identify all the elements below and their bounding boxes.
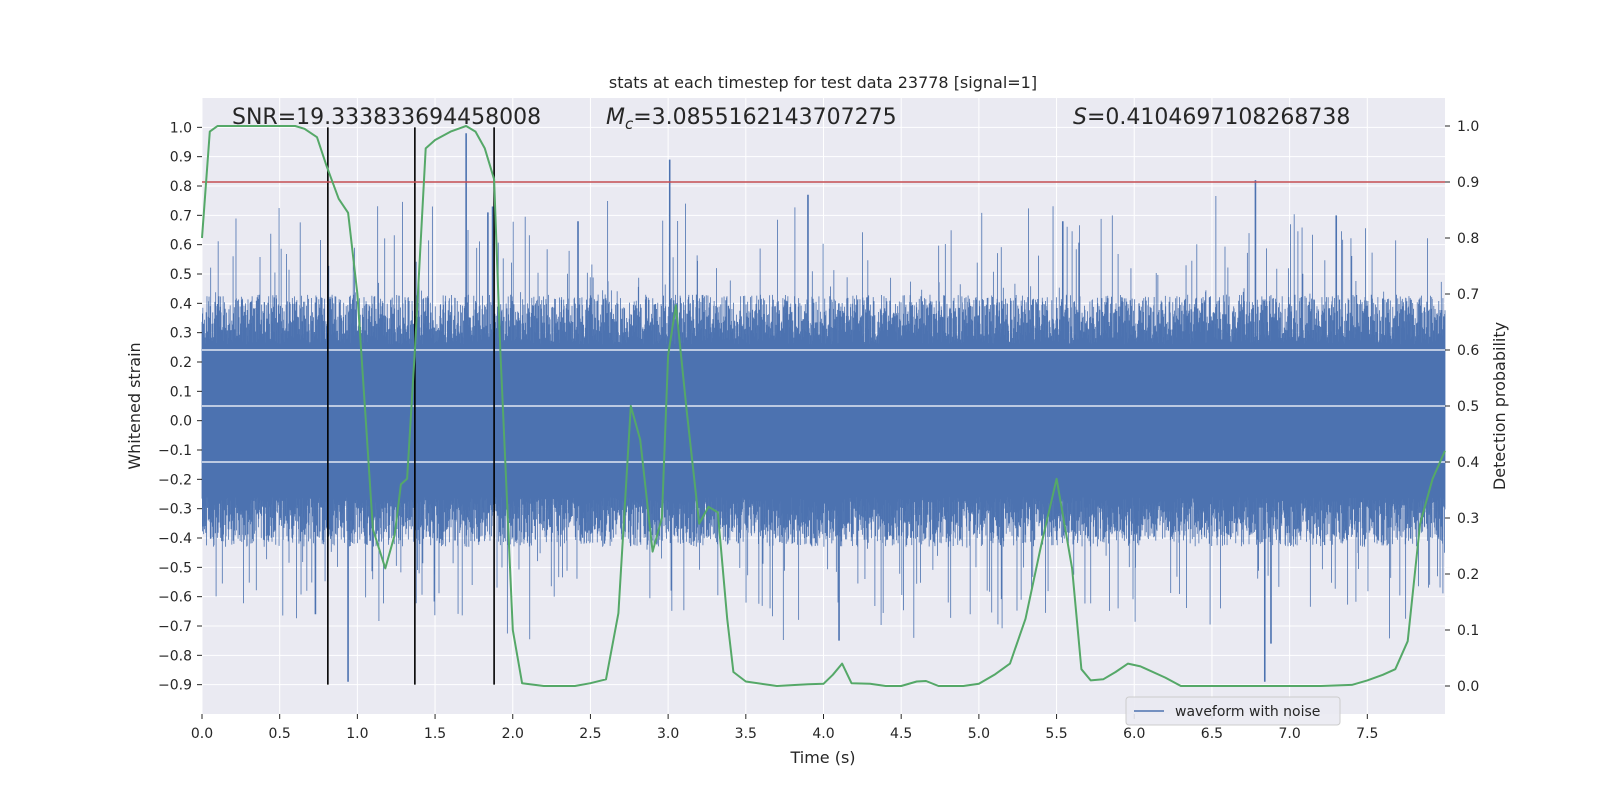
y-left-tick-label: 0.8 bbox=[170, 179, 192, 195]
y-left-tick-label: −0.9 bbox=[158, 678, 192, 694]
vertical-markers bbox=[327, 127, 495, 685]
y-right-tick-label: 0.7 bbox=[1457, 287, 1479, 303]
y-right-tick-label: 0.9 bbox=[1457, 175, 1479, 191]
y-left-tick-label: 1.0 bbox=[170, 120, 192, 136]
x-tick-label: 4.5 bbox=[890, 726, 912, 742]
x-tick-label: 1.0 bbox=[346, 726, 368, 742]
x-tick-label: 2.0 bbox=[502, 726, 524, 742]
y-right-tick-label: 0.6 bbox=[1457, 343, 1479, 359]
snr-annotation: SNR=19.333833694458008 bbox=[232, 105, 541, 130]
y-left-tick-label: −0.6 bbox=[158, 590, 192, 606]
x-axis-label: Time (s) bbox=[789, 748, 855, 767]
y-left-tick-label: −0.7 bbox=[158, 619, 192, 635]
chirp-mass-subscript: c bbox=[625, 115, 634, 133]
waveform-series bbox=[201, 133, 1446, 682]
tick-labels: 0.0 0.5 1.0 1.5 2.0 2.5 3.0 3.5 4.0 4.5 5.0 5.5 6.0 6… bbox=[158, 119, 1479, 742]
x-tick-label: 7.5 bbox=[1356, 726, 1378, 742]
x-tick-label: 7.0 bbox=[1278, 726, 1300, 742]
x-tick-label: 5.0 bbox=[968, 726, 990, 742]
y-left-tick-label: −0.4 bbox=[158, 531, 192, 547]
x-tick-label: 0.0 bbox=[191, 726, 213, 742]
x-tick-label: 3.5 bbox=[735, 726, 757, 742]
y-axis-label-left: Whitened strain bbox=[125, 342, 144, 469]
s-symbol: S bbox=[1073, 105, 1087, 130]
x-tick-label: 2.5 bbox=[579, 726, 601, 742]
s-annotation: S=0.4104697108268738 bbox=[1073, 105, 1350, 130]
y-left-tick-label: 0.7 bbox=[170, 208, 192, 224]
y-right-tick-label: 0.3 bbox=[1457, 511, 1479, 527]
y-left-tick-label: 0.1 bbox=[170, 384, 192, 400]
y-left-tick-label: −0.5 bbox=[158, 560, 192, 576]
legend-box bbox=[1125, 696, 1341, 726]
y-left-tick-label: 0.9 bbox=[170, 150, 192, 166]
x-tick-label: 6.0 bbox=[1123, 726, 1145, 742]
probability-line bbox=[201, 125, 1446, 687]
y-axis-label-right: Detection probability bbox=[1490, 322, 1509, 490]
x-tick-label: 5.5 bbox=[1045, 726, 1067, 742]
y-right-tick-label: 1.0 bbox=[1457, 119, 1479, 135]
x-tick-label: 3.0 bbox=[657, 726, 679, 742]
y-left-tick-label: −0.2 bbox=[158, 472, 192, 488]
waveform-core bbox=[202, 344, 1445, 497]
y-left-tick-label: 0.2 bbox=[170, 355, 192, 371]
x-tick-label: 0.5 bbox=[269, 726, 291, 742]
s-value: =0.4104697108268738 bbox=[1087, 105, 1350, 130]
x-tick-label: 4.0 bbox=[812, 726, 834, 742]
legend: waveform with noise bbox=[1125, 696, 1341, 726]
y-left-tick-label: −0.1 bbox=[158, 443, 192, 459]
chirp-mass-value: =3.0855162143707275 bbox=[633, 105, 896, 130]
y-right-tick-label: 0.2 bbox=[1457, 567, 1479, 583]
chart-title: stats at each timestep for test data 237… bbox=[609, 73, 1037, 92]
y-right-tick-label: 0.0 bbox=[1457, 679, 1479, 695]
chirp-mass-symbol: M bbox=[606, 105, 625, 130]
y-right-tick-label: 0.1 bbox=[1457, 623, 1479, 639]
y-right-tick-label: 0.4 bbox=[1457, 455, 1479, 471]
legend-label: waveform with noise bbox=[1175, 704, 1320, 720]
chirp-mass-annotation: Mc=3.0855162143707275 bbox=[606, 105, 897, 133]
y-right-tick-label: 0.5 bbox=[1457, 399, 1479, 415]
y-left-tick-label: −0.8 bbox=[158, 648, 192, 664]
probability-series bbox=[201, 125, 1446, 687]
y-left-tick-label: 0.4 bbox=[170, 296, 192, 312]
y-right-tick-label: 0.8 bbox=[1457, 231, 1479, 247]
y-left-tick-label: −0.3 bbox=[158, 502, 192, 518]
y-left-tick-label: 0.3 bbox=[170, 326, 192, 342]
y-left-tick-label: 0.6 bbox=[170, 238, 192, 254]
x-tick-label: 6.5 bbox=[1201, 726, 1223, 742]
y-left-tick-label: 0.0 bbox=[170, 414, 192, 430]
x-tick-label: 1.5 bbox=[424, 726, 446, 742]
y-left-tick-label: 0.5 bbox=[170, 267, 192, 283]
